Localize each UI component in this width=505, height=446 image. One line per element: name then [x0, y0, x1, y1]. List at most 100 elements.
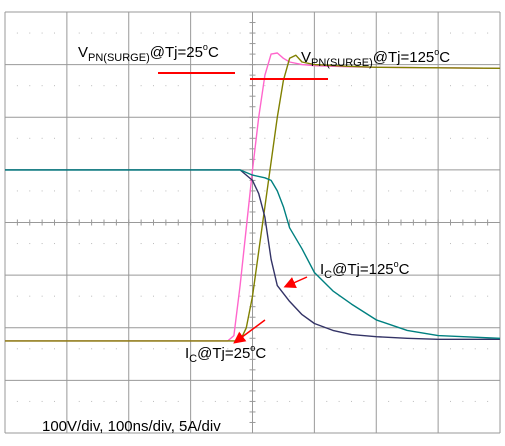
- grid-dot: [54, 295, 55, 297]
- grid-dot: [16, 243, 18, 245]
- grid-dot: [487, 348, 489, 350]
- grid-dot: [487, 295, 489, 297]
- grid-dot: [351, 137, 352, 139]
- grid-dot: [326, 85, 328, 87]
- grid-dot: [177, 400, 179, 402]
- ic25-arrow: [233, 319, 266, 344]
- grid-dot: [301, 137, 303, 139]
- grid-dot: [16, 190, 18, 192]
- grid-dot: [289, 400, 291, 402]
- grid-dot: [450, 32, 451, 34]
- grid-dot: [227, 137, 229, 139]
- grid-dot: [412, 348, 414, 350]
- grid-dot: [301, 190, 303, 192]
- grid-dot: [115, 190, 117, 192]
- grid-dot: [289, 190, 291, 192]
- grid-dot: [16, 400, 18, 402]
- grid-dot: [103, 400, 105, 402]
- grid-dot: [91, 85, 93, 87]
- grid-dot: [153, 190, 154, 192]
- grid-dot: [29, 243, 31, 245]
- grid-dot: [16, 137, 18, 139]
- grid-dot: [177, 137, 179, 139]
- grid-dot: [202, 243, 204, 245]
- grid-dot: [115, 243, 117, 245]
- grid-dot: [388, 85, 390, 87]
- grid-dot: [91, 190, 93, 192]
- grid-dot: [326, 137, 328, 139]
- grid-dot: [54, 400, 55, 402]
- grid-dot: [412, 137, 414, 139]
- grid-dot: [264, 295, 266, 297]
- grid-dot: [54, 190, 55, 192]
- grid-dot: [412, 32, 414, 34]
- grid-dot: [41, 85, 43, 87]
- grid-dot: [115, 400, 117, 402]
- grid-dot: [338, 243, 340, 245]
- grid-dot: [326, 32, 328, 34]
- grid-dot: [338, 137, 340, 139]
- grid-dot: [165, 190, 167, 192]
- grid-dot: [301, 243, 303, 245]
- grid-dot: [462, 85, 464, 87]
- grid-dot: [450, 137, 451, 139]
- grid-dot: [326, 348, 328, 350]
- grid-dot: [289, 32, 291, 34]
- grid-dot: [412, 243, 414, 245]
- vpn125-label: VPN(SURGE)@Tj=125oC: [301, 47, 450, 69]
- grid-dot: [165, 137, 167, 139]
- grid-dot: [425, 348, 427, 350]
- grid-dot: [202, 32, 204, 34]
- grid-dot: [78, 243, 80, 245]
- grid-dot: [153, 348, 154, 350]
- grid-dot: [462, 32, 464, 34]
- grid-dot: [177, 243, 179, 245]
- grid-dot: [487, 190, 489, 192]
- grid-dot: [462, 400, 464, 402]
- grid-dot: [462, 243, 464, 245]
- grid-dot: [338, 190, 340, 192]
- grid-dot: [301, 85, 303, 87]
- ic125-arrow: [283, 276, 308, 289]
- grid-dot: [474, 348, 476, 350]
- grid-dot: [425, 32, 427, 34]
- grid-dot: [140, 243, 142, 245]
- grid-dot: [289, 295, 291, 297]
- grid-dot: [239, 190, 241, 192]
- grid-dot: [78, 137, 80, 139]
- vpn25-label: VPN(SURGE)@Tj=25oC: [78, 42, 219, 64]
- grid-dot: [474, 137, 476, 139]
- grid-dot: [239, 348, 241, 350]
- grid-dot: [214, 32, 216, 34]
- grid-dot: [29, 32, 31, 34]
- grid-dot: [54, 348, 55, 350]
- grid-dot: [54, 243, 55, 245]
- grid-dot: [400, 348, 402, 350]
- grid-dot: [153, 85, 154, 87]
- grid-dot: [264, 137, 266, 139]
- grid-dot: [425, 190, 427, 192]
- grid-dot: [363, 295, 365, 297]
- grid-dot: [338, 32, 340, 34]
- grid-dot: [400, 85, 402, 87]
- grid-dot: [153, 243, 154, 245]
- grid-dot: [351, 400, 352, 402]
- grid-dot: [165, 85, 167, 87]
- grid-dot: [276, 85, 278, 87]
- grid-dot: [103, 243, 105, 245]
- grid-dot: [227, 295, 229, 297]
- grid-dot: [400, 243, 402, 245]
- grid-dot: [165, 243, 167, 245]
- ic125-label: IC@Tj=125oC: [320, 259, 410, 281]
- grid-dot: [276, 295, 278, 297]
- grid-dot: [363, 137, 365, 139]
- grid-dot: [214, 85, 216, 87]
- grid-dot: [214, 243, 216, 245]
- grid-dot: [289, 348, 291, 350]
- grid-dot: [351, 85, 352, 87]
- grid-dot: [115, 137, 117, 139]
- grid-dot: [41, 243, 43, 245]
- grid-dot: [388, 243, 390, 245]
- grid-dot: [140, 190, 142, 192]
- grid-dot: [227, 85, 229, 87]
